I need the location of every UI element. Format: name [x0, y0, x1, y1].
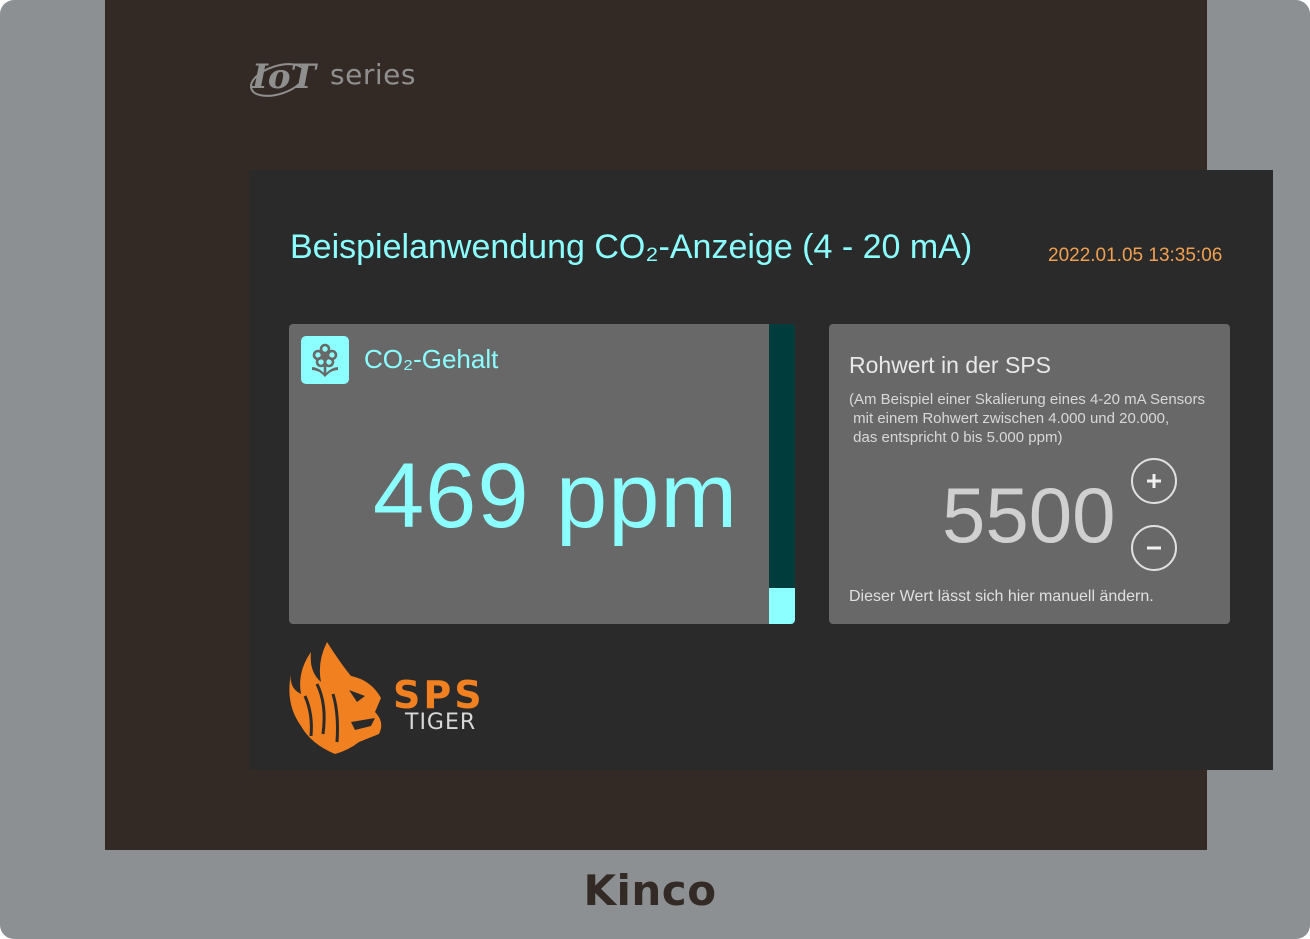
iot-series-label: series	[330, 58, 416, 91]
screen-bezel: IoT series Beispielanwendung CO₂-Anzeige…	[105, 0, 1273, 850]
iot-logo-mark: IoT	[250, 57, 319, 97]
co2-card: CO₂-Gehalt 469 ppm	[289, 324, 795, 624]
iot-series-logo: IoT series	[248, 44, 448, 108]
raw-value-card: Rohwert in der SPS (Am Beispiel einer Sk…	[829, 324, 1230, 624]
flower-icon	[301, 336, 349, 384]
co2-level-bar	[769, 324, 795, 624]
tiger-head-icon	[289, 642, 382, 754]
raw-value-number[interactable]: 5500	[942, 471, 1116, 559]
co2-value: 469 ppm	[373, 445, 739, 547]
kinco-brand-logo: Kinco	[583, 866, 717, 915]
hmi-screen: Beispielanwendung CO₂-Anzeige (4 - 20 mA…	[249, 170, 1273, 770]
datetime-display: 2022.01.05 13:35:06	[1048, 245, 1223, 266]
co2-label: CO₂-Gehalt	[364, 344, 499, 374]
page-title: Beispielanwendung CO₂-Anzeige (4 - 20 mA…	[290, 228, 973, 266]
logo-tiger-text: TIGER	[405, 710, 477, 735]
logo-sps-text: SPS	[393, 673, 485, 717]
minus-icon	[1147, 546, 1161, 550]
decrease-button[interactable]	[1131, 525, 1177, 571]
raw-value-note: Dieser Wert lässt sich hier manuell ände…	[849, 588, 1154, 605]
co2-level-bar-fill	[769, 588, 795, 624]
raw-value-description: (Am Beispiel einer Skalierung eines 4-20…	[849, 391, 1206, 446]
plus-icon	[1147, 474, 1161, 488]
sps-tiger-logo: SPS TIGER	[287, 638, 527, 758]
raw-value-title: Rohwert in der SPS	[849, 352, 1051, 378]
svg-text:IoT: IoT	[251, 57, 319, 97]
increase-button[interactable]	[1131, 458, 1177, 504]
